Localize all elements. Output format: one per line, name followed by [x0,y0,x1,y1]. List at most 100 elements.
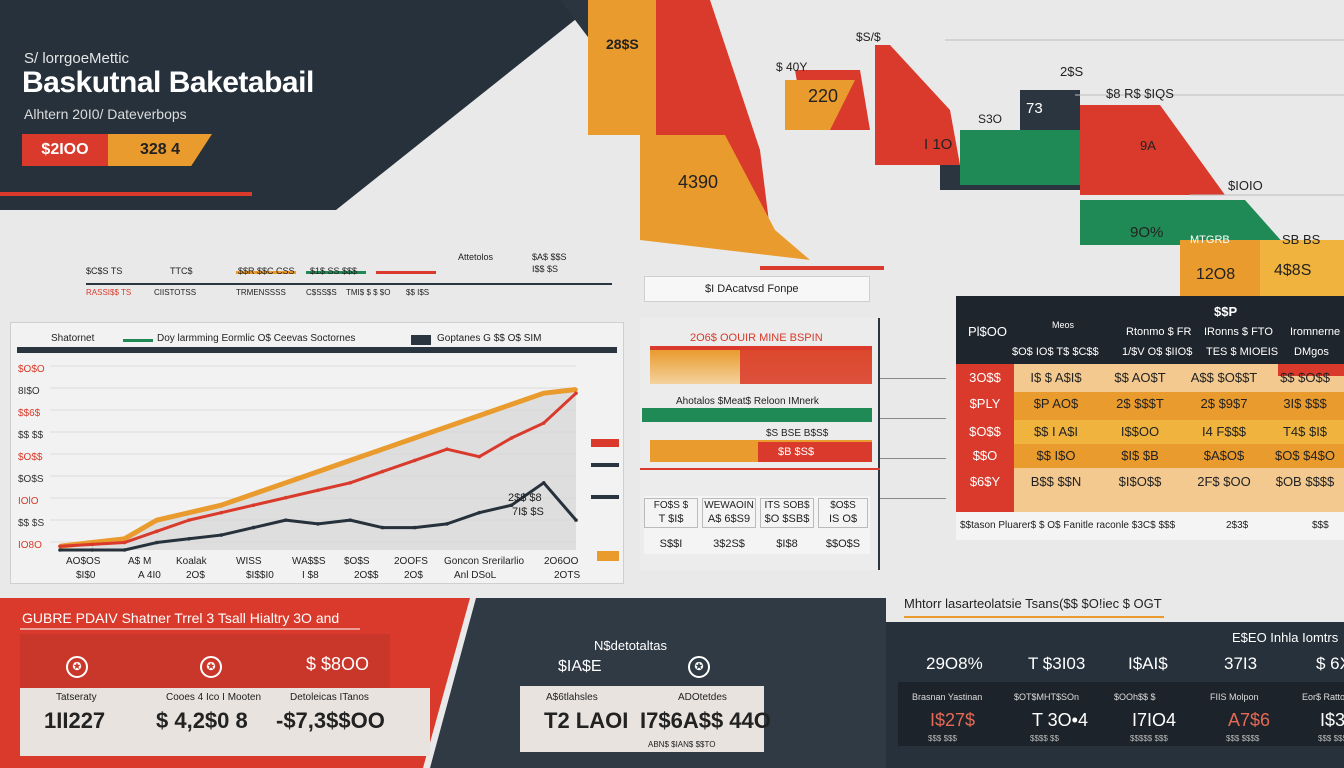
legend-label: $1$ SS $$$ [310,266,358,276]
br-stat-top: 29O8% [926,654,983,673]
green-block-2 [1080,200,1285,245]
table-footer-far: $$$ [1312,520,1329,531]
table-subheader: TES $ MIOEIS [1206,346,1279,358]
block-label-17: SB BS [1282,232,1321,247]
br-stat-value: T 3O•4 [1032,710,1088,730]
series-point-1 [122,540,127,545]
x-tick-label-secondary: 2OTS [554,570,581,581]
bottom-mid-inner [520,686,764,752]
legend-label: TTC$ [170,266,193,276]
series-point-2 [445,522,449,526]
y-tick-label: 8I$O [18,386,40,397]
series-point-0 [283,481,288,485]
block-label-4: 4390 [678,172,719,192]
legend-label: $$ I$S [406,288,430,297]
stat-label: Detoleicas ITanos [290,692,369,703]
mini-table-footer: $$O$S [825,538,861,550]
x-tick-label-secondary: A 4I0 [138,570,161,581]
bottom-mid-top: $IA$E [558,658,602,675]
table-footer-right: 2$3$ [1226,520,1249,531]
y-tick-label: $O$S [18,474,44,485]
mini-table-header: FO$S $ [653,500,689,511]
br-stat-label: $OT$MHT$SOn [1014,692,1080,702]
x-tick-label: Koalak [176,556,207,567]
chart-legend-item: Goptanes G $$ O$ SIM [437,333,542,344]
table-footer: $$tason Pluarer$ $ O$ Fanitle raconle $3… [960,520,1176,531]
series-point-1 [219,510,224,515]
table-subheader: DMgos [1294,346,1329,358]
page-subtitle: Alhtern 20I0/ Dateverbops [24,106,187,122]
table-cell: T4$ $I$ [1282,424,1328,439]
br-stat-top: $ 6X [1316,654,1344,673]
x-tick-label: A$ M [128,556,152,567]
mini-table-cell: $O $SB$ [764,513,810,525]
table-cell: $OB $$$$ [1275,474,1335,489]
y-tick-label: IOlO [18,496,39,507]
series-point-1 [412,458,417,463]
x-tick-label: AO$OS [66,556,101,567]
br-stat-label: $OOh$$ $ [1114,692,1156,702]
block-label-13: 9O% [1130,224,1164,241]
chart-annotation: 7I$ $S [512,506,544,518]
title-panel [0,0,600,210]
y-tick-label: $$6$ [18,408,41,419]
series-point-0 [380,447,385,451]
series-point-1 [251,503,256,507]
table-col-header: Rtonmo $ FR [1126,326,1192,338]
table-cell: 2F$ $OO [1197,474,1251,489]
series-point-2 [154,540,159,545]
x-tick-label-secondary: I $8 [302,570,319,581]
mini-table-header: ITS SOB$ [764,500,810,511]
block-label-12: $IOIO [1228,178,1263,193]
br-stat-top: T $3I03 [1028,654,1086,673]
table-cell: 2$ $$$T [1116,396,1164,411]
block-label-6: $S/$ [856,30,881,44]
br-stat-footnote: $$$$$ $$$ [1130,734,1168,743]
table-row-label: $$O [972,448,998,463]
series-point-2 [380,525,385,530]
legend-label: $A$ $$S [532,252,567,262]
stat-label: Tatseraty [56,692,97,703]
orange-slope-1 [640,135,810,260]
table-col-header: IRonns $ FTO [1204,326,1273,338]
mini-table-header: $O$S [830,500,856,511]
br-stat-footnote: $$$$ $$ [1030,734,1059,743]
x-tick-label: 2O6OO [544,556,579,567]
x-tick-label-secondary: 2O$ [404,570,423,581]
center-row-label: Ahotalos $Meat$ Reloon IMnerk [676,396,819,407]
table-cell: I4 F$$$ [1201,424,1247,439]
table-cell: I$ $ A$I$ [1030,370,1082,385]
green-block-1 [960,130,1080,185]
table-cell: $P AO$ [1033,396,1079,411]
x-tick-label-secondary: 2O$ [186,570,205,581]
series-point-1 [90,542,95,547]
block-label-3: 220 [808,86,839,106]
x-tick-label: WISS [236,556,262,567]
stat-value: 1II227 [44,708,106,733]
legend-label: I$$ $S [532,264,559,274]
dark-step-2 [1020,90,1080,130]
legend-label: RASSI$$ TS [86,288,132,297]
block-label-5: I 1O [924,136,953,153]
block-label-10: S3O [978,112,1003,126]
table-cell: $$ I A$I [1033,424,1079,439]
block-label-16: 4$8S [1274,262,1312,279]
block-label-7: 73 [1026,100,1043,117]
series-point-2 [541,481,546,485]
table-cell: 3I$ $$$ [1283,396,1327,411]
mini-table-header: WEWAOIN [704,500,754,511]
table-brand: $$P [1214,304,1238,319]
orange-block-1 [588,0,656,135]
bottom-left-lower [20,688,430,756]
bottom-left-title: GUBRE PDAIV Shatner Trrel 3 Tsall Hialtr… [22,610,340,626]
center-card-header: $I DAcatvsd Fonpe [705,283,799,295]
series-point-1 [509,436,514,440]
series-point-2 [219,533,224,537]
table-row-label: 3O$$ [969,370,1001,385]
x-tick-label-secondary: $I$$I0 [246,570,274,581]
br-stat-footnote: $$$ $$$ [1318,734,1344,743]
x-tick-label: WA$$S [292,556,326,567]
series-point-2 [283,518,288,522]
block-label-9: $8 R$ $IQS [1106,86,1174,101]
block-label-14: MTGRB [1190,234,1230,246]
